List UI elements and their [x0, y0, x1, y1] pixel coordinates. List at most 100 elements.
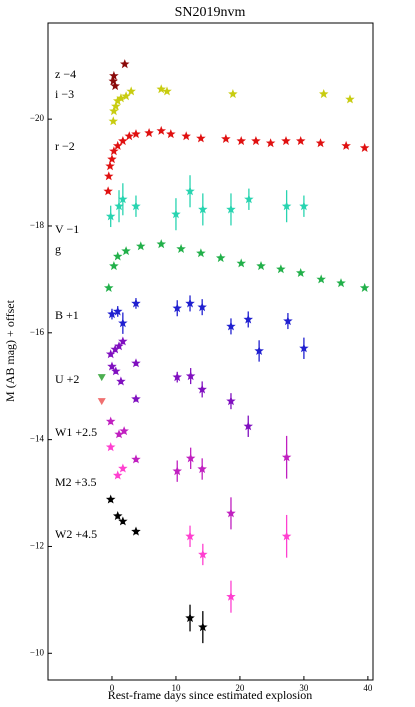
star-point	[131, 394, 141, 404]
star-point	[345, 94, 355, 104]
star-point	[226, 508, 236, 518]
star-point	[121, 246, 131, 256]
star-point	[110, 81, 120, 91]
star-point	[226, 396, 236, 406]
star-point	[359, 282, 370, 292]
series-label: i −3	[55, 87, 74, 101]
star-point	[118, 136, 128, 146]
star-point	[236, 136, 246, 146]
star-point	[118, 318, 128, 328]
star-point	[114, 429, 124, 439]
star-point	[198, 549, 208, 559]
star-point	[114, 201, 124, 211]
star-point	[226, 591, 236, 601]
star-point	[228, 89, 238, 99]
star-point	[244, 194, 254, 204]
star-point	[110, 344, 120, 354]
star-point	[119, 426, 129, 436]
star-point	[131, 298, 141, 308]
star-point	[283, 316, 293, 326]
star-point	[111, 366, 121, 376]
star-point	[131, 454, 141, 464]
y-tick-label: −10	[30, 647, 45, 657]
star-point	[107, 361, 117, 371]
star-point	[126, 86, 136, 96]
x-tick-label: 0	[110, 683, 115, 693]
y-tick-label: −14	[30, 434, 45, 444]
star-point	[172, 303, 182, 313]
star-point	[276, 264, 286, 274]
star-point	[226, 204, 236, 214]
star-point	[172, 372, 182, 382]
star-point	[121, 91, 131, 101]
star-point	[105, 416, 116, 426]
star-point	[341, 140, 351, 150]
series-label: r −2	[55, 139, 75, 153]
star-point	[113, 306, 123, 316]
plot-frame	[47, 22, 374, 681]
star-point	[108, 116, 118, 126]
star-point	[131, 201, 141, 211]
star-point	[281, 531, 292, 541]
star-point	[216, 253, 226, 263]
star-point	[156, 239, 166, 249]
star-point	[198, 204, 208, 214]
star-point	[104, 282, 114, 292]
star-point	[144, 128, 154, 138]
star-point	[131, 129, 141, 139]
star-point	[171, 209, 181, 219]
star-point	[111, 101, 121, 111]
star-point	[162, 86, 172, 96]
star-point	[118, 516, 128, 526]
star-point	[109, 146, 119, 156]
star-point	[124, 131, 134, 141]
star-point	[299, 343, 309, 353]
star-point	[107, 309, 117, 319]
series-label: g	[55, 242, 61, 256]
chart-title: SN2019nvm	[175, 5, 246, 20]
star-point	[105, 161, 115, 171]
y-axis-label: M (AB mag) + offset	[3, 299, 17, 402]
star-point	[197, 464, 207, 474]
star-point	[319, 89, 329, 99]
y-tick-label: −12	[30, 541, 44, 551]
star-point	[118, 194, 128, 204]
star-point	[296, 268, 306, 277]
star-point	[116, 376, 126, 386]
star-point	[109, 261, 119, 271]
star-point	[104, 171, 114, 181]
star-point	[105, 442, 116, 452]
x-tick-label: 10	[171, 683, 181, 693]
upper-limit	[97, 374, 106, 382]
star-point	[131, 358, 141, 368]
star-point	[113, 251, 123, 261]
star-point	[296, 136, 306, 146]
star-point	[197, 302, 207, 312]
star-point	[118, 463, 128, 473]
star-point	[172, 466, 182, 476]
series-label: U +2	[55, 372, 79, 386]
star-point	[185, 531, 195, 541]
star-point	[107, 154, 117, 164]
series-label: V −1	[55, 222, 79, 236]
series-label: W1 +2.5	[55, 425, 97, 439]
star-point	[315, 138, 326, 148]
star-point	[196, 248, 206, 258]
star-point	[105, 494, 116, 504]
star-point	[156, 125, 166, 135]
star-point	[281, 136, 291, 146]
star-point	[181, 131, 191, 141]
star-point	[103, 186, 113, 196]
star-point	[176, 243, 186, 253]
star-point	[299, 201, 309, 211]
star-point	[336, 278, 346, 288]
series-label: B +1	[55, 308, 79, 322]
star-point	[105, 211, 116, 221]
star-point	[105, 349, 116, 359]
star-point	[114, 341, 124, 351]
star-point	[156, 84, 166, 94]
star-point	[185, 371, 196, 381]
star-point	[113, 470, 123, 480]
x-axis-label: Rest-frame days since estimated explosio…	[108, 688, 313, 702]
x-tick-label: 20	[235, 683, 245, 693]
